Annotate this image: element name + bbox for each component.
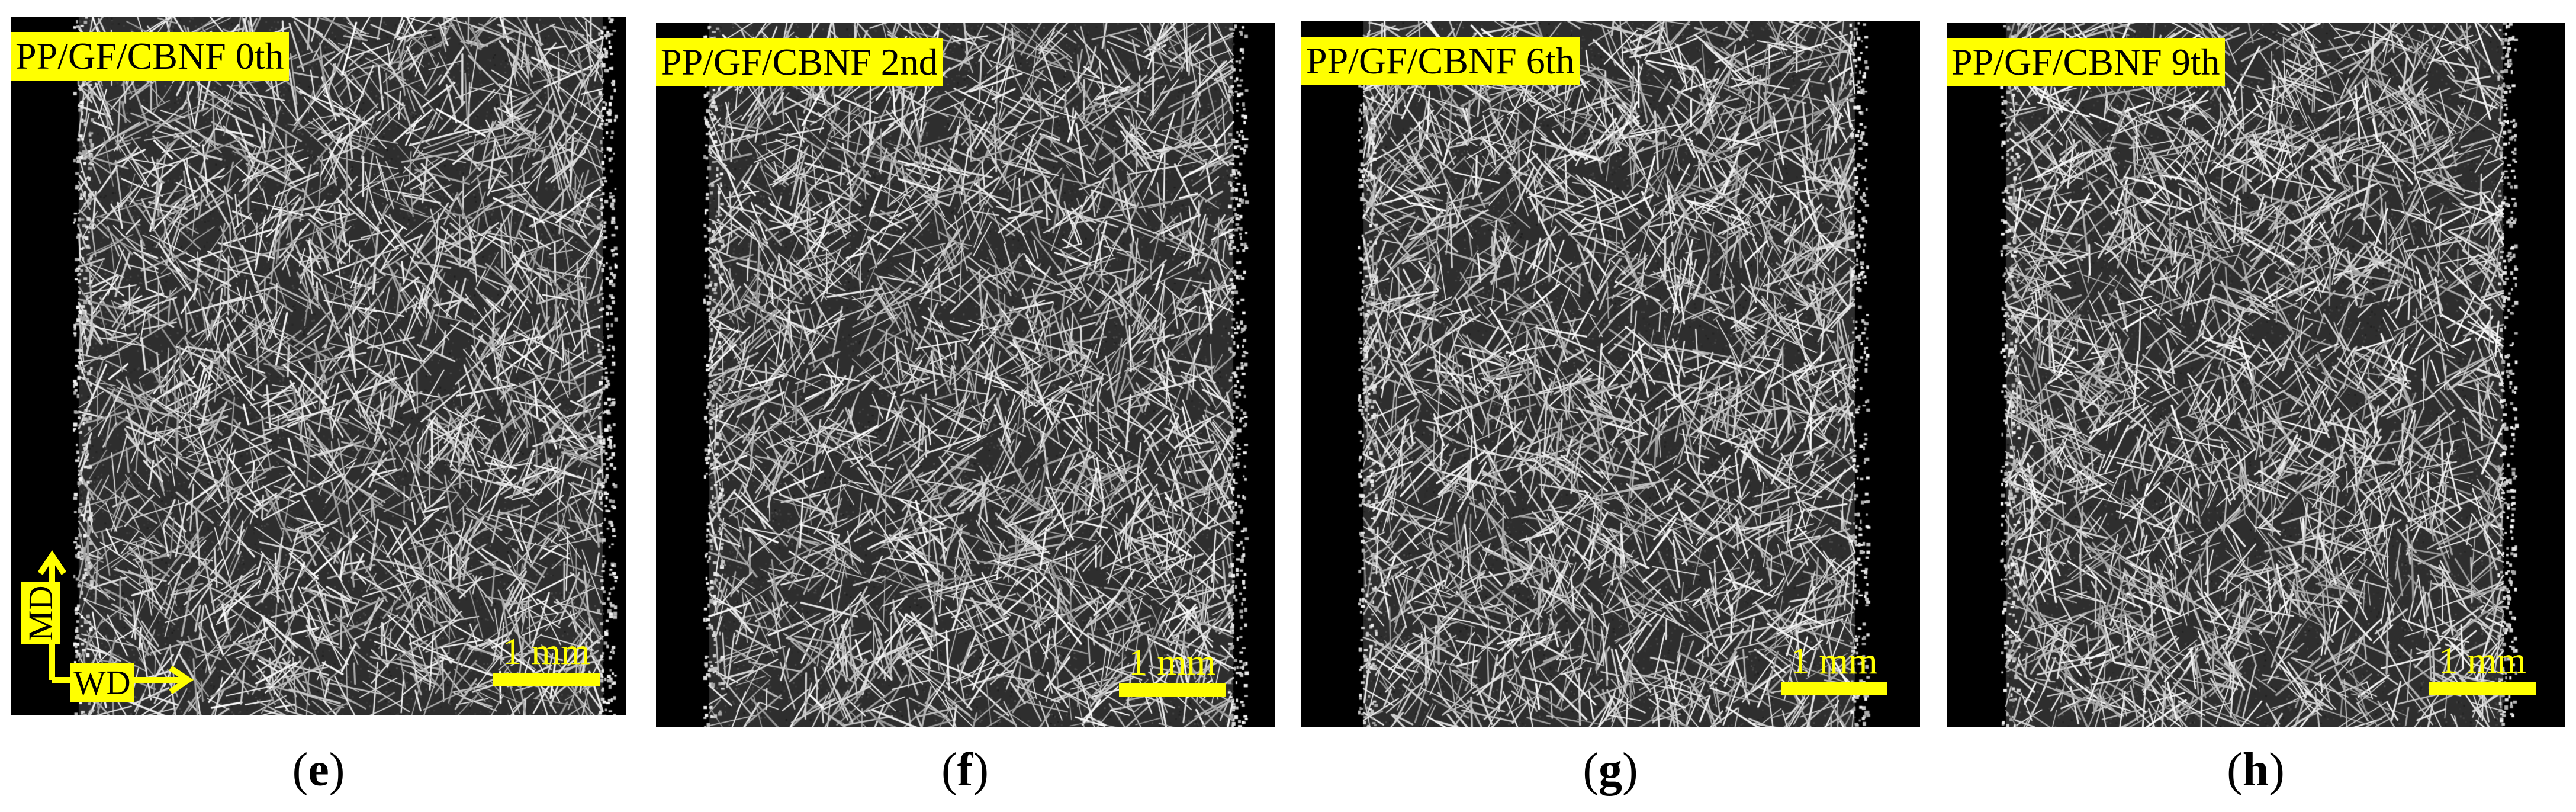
fiber-image-e (11, 17, 626, 715)
scale-label-e: 1 mm (503, 630, 590, 672)
caption-h: (h) (2227, 744, 2285, 796)
panel-g: PP/GF/CBNF 6th 1 mm (1301, 21, 1920, 727)
caption-letter-e: e (308, 744, 329, 796)
md-axis-label: MD (21, 582, 60, 644)
scale-bar-line-f (1119, 683, 1226, 697)
scale-bar-line-h (2429, 682, 2536, 695)
fiber-image-g (1301, 21, 1920, 727)
panel-e: PP/GF/CBNF 0th MD WD 1 mm (11, 17, 626, 715)
scale-bar-e: 1 mm (493, 633, 600, 686)
caption-letter-g: g (1599, 744, 1622, 796)
scale-label-f: 1 mm (1128, 641, 1216, 683)
caption-g: (g) (1583, 744, 1638, 796)
fiber-image-h (1947, 23, 2565, 727)
scale-label-h: 1 mm (2439, 639, 2526, 681)
wd-axis-label: WD (70, 663, 134, 702)
scale-bar-h: 1 mm (2429, 641, 2536, 695)
caption-letter-h: h (2242, 744, 2269, 796)
scale-bar-f: 1 mm (1119, 643, 1226, 697)
panel-title-f: PP/GF/CBNF 2nd (656, 38, 943, 86)
panel-title-e: PP/GF/CBNF 0th (11, 32, 289, 81)
panel-h: PP/GF/CBNF 9th 1 mm (1947, 23, 2565, 727)
panel-title-h: PP/GF/CBNF 9th (1947, 38, 2225, 86)
scale-label-g: 1 mm (1790, 640, 1878, 682)
caption-letter-f: f (957, 744, 973, 796)
scale-bar-line-e (493, 673, 600, 686)
fiber-image-f (656, 23, 1275, 727)
scale-bar-g: 1 mm (1781, 642, 1887, 695)
caption-e: (e) (292, 744, 345, 796)
panel-f: PP/GF/CBNF 2nd 1 mm (656, 23, 1275, 727)
axis-indicator: MD WD (11, 520, 206, 715)
panel-title-g: PP/GF/CBNF 6th (1301, 37, 1580, 85)
scale-bar-line-g (1781, 682, 1887, 695)
caption-f: (f) (941, 744, 989, 796)
